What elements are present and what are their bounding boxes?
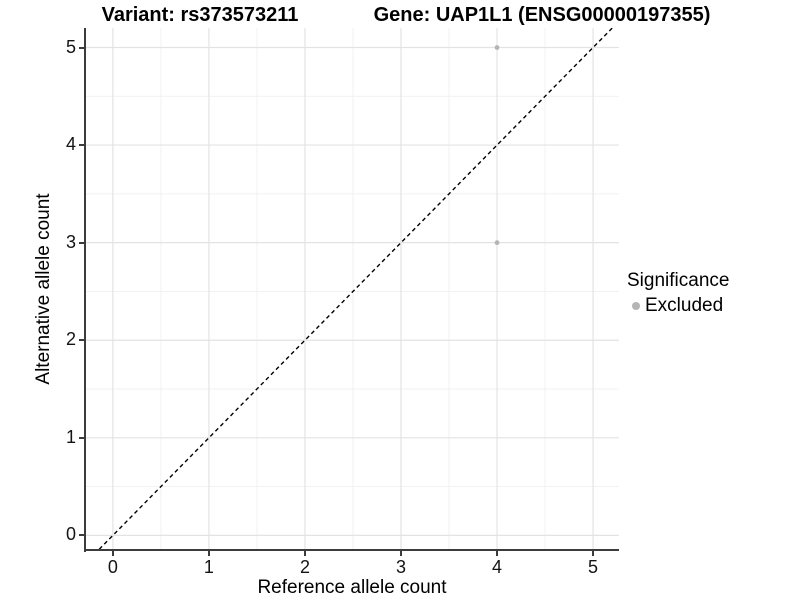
legend-dot-icon bbox=[632, 302, 640, 310]
x-tick-label: 1 bbox=[203, 557, 214, 577]
x-tick-mark bbox=[303, 551, 306, 556]
x-tick-mark bbox=[399, 551, 402, 556]
x-axis-title: Reference allele count bbox=[257, 577, 447, 598]
data-point bbox=[494, 45, 500, 50]
x-tick-label: 2 bbox=[299, 557, 310, 577]
x-tick-label: 4 bbox=[492, 557, 503, 577]
legend-entry: Excluded bbox=[627, 295, 729, 317]
plot-area-svg bbox=[86, 28, 619, 550]
x-tick-label: 5 bbox=[588, 557, 599, 577]
y-tick-label: 5 bbox=[65, 36, 76, 57]
identity-dashed-line bbox=[97, 28, 614, 550]
x-tick-mark bbox=[111, 551, 114, 556]
x-tick-mark bbox=[207, 551, 210, 556]
legend-entries: Excluded bbox=[627, 295, 729, 317]
legend: Significance Excluded bbox=[627, 270, 729, 317]
y-axis-line bbox=[84, 28, 86, 552]
legend-title: Significance bbox=[627, 270, 730, 291]
x-tick-label: 0 bbox=[107, 557, 118, 577]
y-tick-label: 1 bbox=[65, 426, 76, 447]
x-tick-mark bbox=[496, 551, 499, 556]
data-point bbox=[494, 240, 500, 246]
plot-title-gene: Gene: UAP1L1 (ENSG00000197355) bbox=[373, 4, 711, 26]
plot-title-variant: Variant: rs373573211 bbox=[101, 4, 299, 26]
plot-panel bbox=[86, 28, 619, 550]
y-tick-label: 4 bbox=[65, 134, 76, 155]
x-axis-line bbox=[84, 549, 619, 551]
legend-entry-label: Excluded bbox=[645, 295, 724, 316]
y-axis-title: Alternative allele count bbox=[33, 193, 54, 385]
y-tick-label: 0 bbox=[65, 524, 76, 545]
x-tick-mark bbox=[592, 551, 595, 556]
x-tick-label: 3 bbox=[395, 557, 406, 577]
